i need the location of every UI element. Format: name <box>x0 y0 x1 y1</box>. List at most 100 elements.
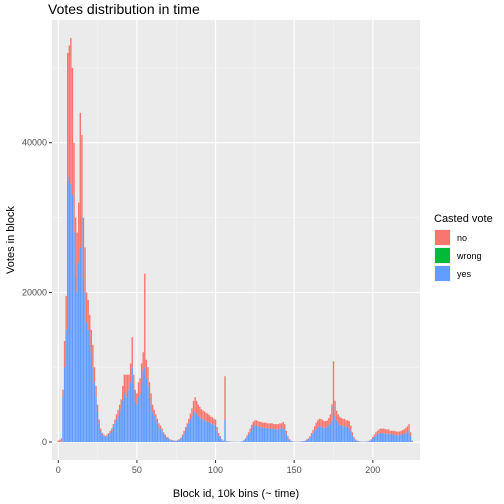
bar-no-segment <box>310 433 313 436</box>
bar-no-segment <box>321 419 324 428</box>
bar-yes-segment <box>216 430 218 443</box>
bar-yes-segment <box>188 423 190 443</box>
bar-yes-segment <box>214 425 217 443</box>
bar-yes-segment <box>328 425 330 443</box>
bar-no-segment <box>376 430 379 435</box>
bar-no-segment <box>339 416 341 425</box>
bar-yes-segment <box>73 232 75 443</box>
bar-yes-segment <box>200 418 203 443</box>
bar-no-segment <box>167 437 170 439</box>
bar-yes-segment <box>107 434 110 443</box>
bar-yes-segment <box>243 440 245 443</box>
bar-yes-segment <box>408 430 410 443</box>
bar-yes-segment <box>254 425 256 443</box>
bar-yes-segment <box>323 427 325 443</box>
bar-yes-segment <box>405 433 407 443</box>
bar-no-segment <box>73 142 75 233</box>
bar-no-segment <box>181 434 184 437</box>
bar-no-segment <box>279 423 281 429</box>
bar-yes-segment <box>76 292 78 443</box>
bar-yes-segment <box>81 217 83 443</box>
bar-yes-segment <box>284 429 286 443</box>
bar-no-segment <box>139 378 141 394</box>
bar-no-segment <box>287 436 289 438</box>
bar-no-segment <box>346 420 349 428</box>
bar-yes-segment <box>181 436 184 443</box>
bar-yes-segment <box>354 440 357 443</box>
bar-no-segment <box>320 418 322 427</box>
bar-no-segment <box>67 52 69 181</box>
bar-yes-segment <box>381 433 383 443</box>
bar-no-segment <box>329 414 332 424</box>
minor-gridlines <box>52 20 420 460</box>
x-tick-label: 100 <box>208 465 223 475</box>
bar-yes-segment <box>78 262 80 443</box>
bar-yes-segment <box>206 421 209 443</box>
bar-yes-segment <box>290 440 292 443</box>
bar-yes-segment <box>134 400 137 443</box>
bar-no-segment <box>96 404 99 413</box>
bar-yes-segment <box>103 436 105 443</box>
bar-no-segment <box>260 421 262 428</box>
bar-yes-segment <box>384 433 387 443</box>
bar-no-segment <box>104 436 107 437</box>
bar-yes-segment <box>390 434 393 443</box>
bar-yes-segment <box>155 419 157 443</box>
bar-no-segment <box>395 431 398 436</box>
bar-no-segment <box>62 389 64 398</box>
x-tick-label: 150 <box>287 465 302 475</box>
bar-no-segment <box>117 409 119 416</box>
bar-yes-segment <box>397 435 399 443</box>
bar-no-segment <box>206 413 209 422</box>
bar-no-segment <box>348 421 350 428</box>
bar-yes-segment <box>125 397 127 443</box>
bar-yes-segment <box>98 423 100 443</box>
y-tick-label: 0 <box>42 437 47 447</box>
bar-no-segment <box>323 421 325 428</box>
bar-yes-segment <box>109 433 111 443</box>
bar-no-segment <box>263 422 266 428</box>
bar-yes-segment <box>317 427 319 443</box>
bar-yes-segment <box>126 393 129 443</box>
legend-swatch-yes <box>435 266 450 281</box>
bar-yes-segment <box>82 277 85 443</box>
bar-yes-segment <box>389 434 391 443</box>
bar-yes-segment <box>395 435 398 443</box>
bar-yes-segment <box>70 183 72 443</box>
bar-no-segment <box>125 374 127 398</box>
bar-yes-segment <box>409 436 412 443</box>
bar-yes-segment <box>357 441 360 443</box>
bar-no-segment <box>350 425 352 431</box>
bar-yes-segment <box>331 419 333 443</box>
bar-no-segment <box>112 424 115 428</box>
legend: Casted vote no wrong yes <box>434 213 493 282</box>
bar-yes-segment <box>175 440 177 443</box>
legend-label-wrong: wrong <box>456 251 482 261</box>
bar-yes-segment <box>350 430 352 443</box>
bar-yes-segment <box>67 180 69 443</box>
bar-no-segment <box>409 432 412 437</box>
bar-no-segment <box>312 430 314 434</box>
bar-no-segment <box>118 404 121 413</box>
bar-yes-segment <box>247 434 250 443</box>
bar-no-segment <box>221 439 223 440</box>
bar-yes-segment <box>356 440 358 443</box>
bar-no-segment <box>394 430 396 435</box>
bar-yes-segment <box>312 433 314 443</box>
bar-yes-segment <box>210 423 212 443</box>
bar-no-segment <box>208 415 210 423</box>
bar-yes-segment <box>205 421 207 443</box>
plot-panel <box>52 20 420 460</box>
x-tick-label: 0 <box>56 465 61 475</box>
bar-yes-segment <box>227 441 229 443</box>
bar-yes-segment <box>335 420 338 443</box>
bar-no-segment <box>158 423 160 428</box>
bar-yes-segment <box>313 430 316 443</box>
bar-no-segment <box>211 417 214 425</box>
bar-yes-segment <box>62 397 64 443</box>
bar-no-segment <box>386 429 388 434</box>
legend-label-no: no <box>457 233 467 243</box>
bar-yes-segment <box>169 439 171 443</box>
bar-no-segment <box>93 367 96 383</box>
bar-no-segment <box>216 427 218 431</box>
